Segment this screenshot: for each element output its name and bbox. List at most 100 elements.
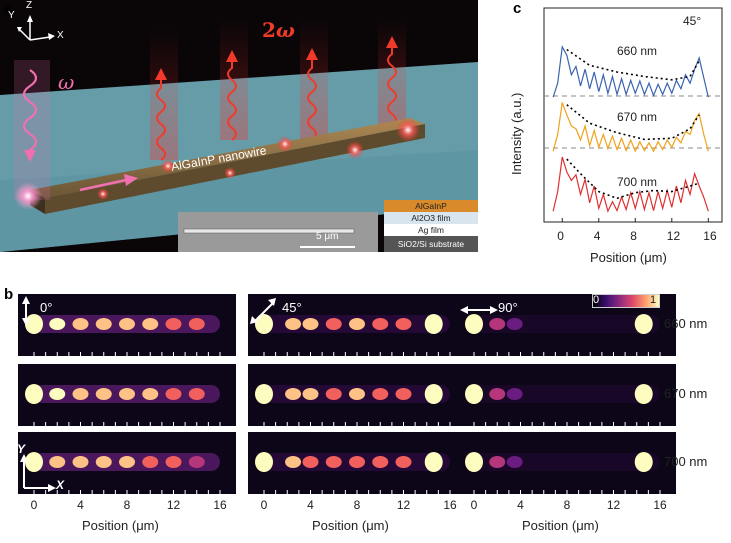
polarization-arrow-1 <box>250 298 276 324</box>
shg-spot <box>119 388 135 400</box>
shg-spot <box>72 456 89 468</box>
shg-spot <box>465 314 483 334</box>
series-label-700-nm: 700 nm <box>617 175 658 189</box>
shg-spot <box>188 456 205 468</box>
shg-spot <box>142 456 159 468</box>
chart-angle-label: 45° <box>683 14 702 28</box>
polarization-label-0: 0° <box>40 300 53 315</box>
shg-spot <box>255 314 273 334</box>
colorbar <box>592 294 660 308</box>
laser-wave <box>22 69 38 158</box>
axis-z-label: Z <box>26 0 33 11</box>
shg-wave-1 <box>156 78 166 161</box>
shg-spot <box>72 388 89 400</box>
shg-map-1-2 <box>248 432 466 494</box>
shg-wave-4 <box>387 46 397 127</box>
shg-spot <box>255 452 273 472</box>
shg-spot <box>285 318 302 330</box>
nanowire-front <box>45 124 425 214</box>
chart-xtick-label: 4 <box>593 229 601 243</box>
map-xtick-label: 8 <box>563 498 571 512</box>
series-line-700-nm <box>552 156 709 213</box>
map-xtick-label: 12 <box>606 498 621 512</box>
shg-spot <box>372 388 389 400</box>
map-xtick-label: 0 <box>260 498 268 512</box>
axis-x-line <box>29 36 51 41</box>
shg-wave-3 <box>307 60 317 141</box>
chart-xtick-label: 12 <box>666 229 681 243</box>
shg-spot <box>302 388 319 400</box>
panel-a-schematic: Y Z X ω 2ω AlGaInP nanowire 5 μm AlGaInP… <box>0 0 478 252</box>
shg-beam-3 <box>300 20 328 140</box>
shg-map-0-2 <box>18 432 236 494</box>
intensity-profile-chart <box>543 7 723 223</box>
shg-spot <box>255 384 273 404</box>
shg-spot <box>424 314 443 334</box>
shg-map-2-0 <box>458 294 676 356</box>
stack-algainp: AlGaInP <box>384 200 478 212</box>
hotspot-4 <box>277 136 293 152</box>
panel-a-letter: a <box>4 0 13 17</box>
chart-ylabel: Intensity (a.u.) <box>509 92 524 175</box>
shg-spot <box>165 456 182 468</box>
shg-spot <box>165 388 182 400</box>
shg-spot <box>424 384 443 404</box>
shg-spot <box>302 456 319 468</box>
xy-axes-glyph <box>20 454 56 492</box>
shg-spot <box>119 318 135 330</box>
map-xtick-label: 12 <box>396 498 411 512</box>
wavelength-label-0: 660 nm <box>664 316 708 331</box>
shg-spot <box>285 388 302 400</box>
panel-b-letter: b <box>4 286 14 303</box>
polarization-label-2: 90° <box>498 300 518 315</box>
polarization-label-1: 45° <box>282 300 302 315</box>
map-xtick-label: 4 <box>77 498 84 512</box>
shg-arrowhead-2 <box>226 50 238 62</box>
shg-spot <box>372 456 389 468</box>
shg-spot <box>49 388 66 400</box>
chart-xlabel: Position (μm) <box>590 250 667 265</box>
omega-label: ω <box>58 70 75 94</box>
polarization-arrow-2 <box>460 306 498 314</box>
shg-spot <box>634 452 653 472</box>
shg-spot <box>465 452 483 472</box>
shg-spot <box>188 388 205 400</box>
series-line-670-nm <box>552 102 709 153</box>
shg-spot <box>142 318 159 330</box>
shg-map-0-1 <box>18 364 236 426</box>
hotspot-1 <box>161 159 175 173</box>
panel-c-letter: c <box>513 0 522 17</box>
shg-spot <box>95 456 112 468</box>
shg-spot <box>489 456 506 468</box>
plot-frame <box>543 7 723 223</box>
wavelength-label-2: 700 nm <box>664 454 708 469</box>
shg-beam-2 <box>220 20 248 140</box>
map-xtick-label: 8 <box>353 498 361 512</box>
map-axis-y-label: Y <box>17 442 26 456</box>
wavelength-label-1: 670 nm <box>664 386 708 401</box>
hotspot-3 <box>224 167 236 179</box>
shg-spot <box>634 314 653 334</box>
colorbar-max: 1 <box>650 294 657 306</box>
shg-spot <box>325 388 342 400</box>
series-label-670-nm: 670 nm <box>617 110 658 124</box>
axis-x-arrow <box>48 33 55 40</box>
layer-stack: AlGaInP Al2O3 film Ag film SiO2/Si subst… <box>384 200 478 252</box>
shg-spot <box>489 388 506 400</box>
envelope-670-nm <box>566 104 700 141</box>
shg-spot <box>506 388 523 400</box>
shg-spot <box>489 318 506 330</box>
map-xlabel-2: Position (μm) <box>522 518 599 533</box>
shg-spot <box>349 388 365 400</box>
chart-xtick-label: 0 <box>557 229 564 243</box>
propagation-arrow-shaft <box>79 178 127 192</box>
hotspot-5 <box>346 141 364 159</box>
shg-spot <box>395 388 412 400</box>
shg-spot <box>285 456 302 468</box>
map-xtick-label: 0 <box>30 498 38 512</box>
shg-spot <box>465 384 483 404</box>
schematic-drawing <box>0 15 478 252</box>
map-xtick-label: 12 <box>166 498 181 512</box>
shg-spot <box>349 318 365 330</box>
shg-spot <box>506 318 523 330</box>
